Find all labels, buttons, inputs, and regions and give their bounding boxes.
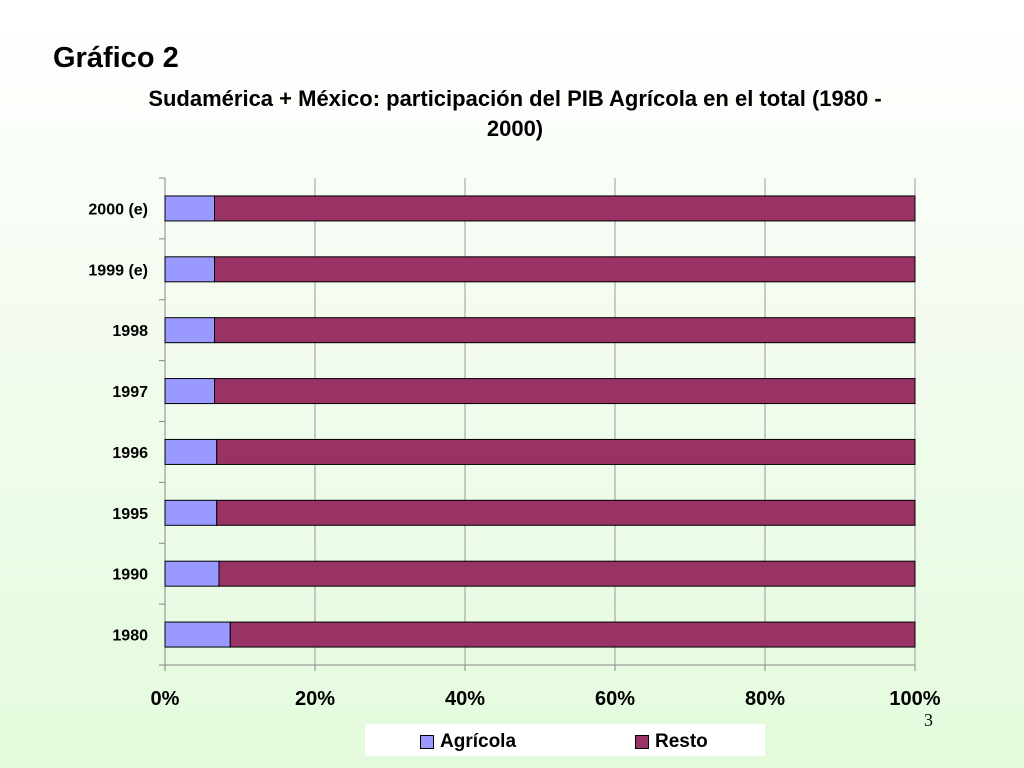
x-tick-label: 40% — [445, 688, 485, 710]
x-tick-label: 0% — [151, 688, 180, 710]
bar-resto — [214, 256, 916, 283]
y-tick-label: 1998 — [112, 323, 148, 340]
legend-swatch-agricola — [420, 735, 434, 749]
bar-resto — [216, 499, 916, 526]
x-tick-label: 80% — [745, 688, 785, 710]
bar-agricola — [164, 560, 220, 587]
bar-agricola — [164, 621, 231, 648]
bar-resto — [218, 560, 916, 587]
chart-title: Sudamérica + México: participación del P… — [148, 86, 882, 141]
y-tick-label: 1995 — [112, 506, 148, 523]
bar-resto — [214, 195, 916, 222]
legend-item-resto: Resto — [635, 731, 708, 753]
legend-swatch-resto — [635, 735, 649, 749]
x-tick-label: 100% — [889, 688, 940, 710]
y-tick-label: 1990 — [112, 567, 148, 584]
legend-label-agricola: Agrícola — [440, 731, 517, 752]
y-tick-label: 1997 — [112, 384, 148, 401]
bar-resto — [229, 621, 916, 648]
page-number: 3 — [924, 710, 933, 730]
bar-resto — [214, 378, 916, 405]
legend-item-agricola: Agrícola — [420, 731, 516, 753]
legend-label-resto: Resto — [655, 731, 708, 752]
bar-agricola — [164, 256, 215, 283]
legend: Agrícola Resto — [365, 724, 765, 756]
y-tick-label: 1996 — [112, 445, 148, 462]
y-tick-label: 1999 (e) — [88, 262, 148, 279]
bar-resto — [216, 438, 916, 465]
slide-heading: Gráfico 2 — [53, 42, 179, 74]
x-tick-label: 20% — [295, 688, 335, 710]
bar-resto — [214, 317, 916, 344]
y-tick-label: 2000 (e) — [88, 201, 148, 218]
y-tick-label: 1980 — [112, 628, 148, 645]
bar-agricola — [164, 195, 215, 222]
bar-agricola — [164, 499, 218, 526]
bar-agricola — [164, 317, 215, 344]
bar-agricola — [164, 438, 218, 465]
bar-agricola — [164, 378, 215, 405]
x-tick-label: 60% — [595, 688, 635, 710]
